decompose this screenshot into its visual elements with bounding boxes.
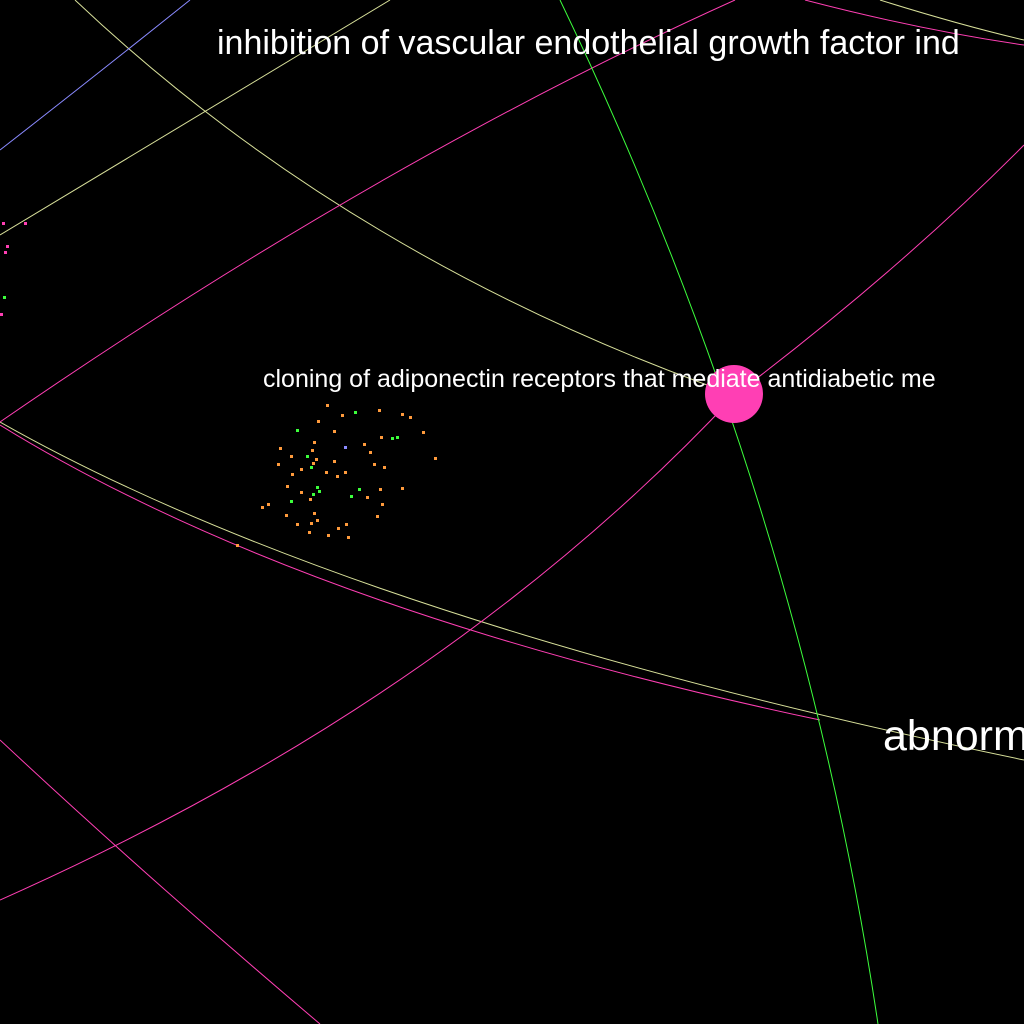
node-dot: [309, 498, 312, 501]
node-dot: [350, 495, 353, 498]
node-dot: [369, 451, 372, 454]
node-dot: [409, 416, 412, 419]
node-dot: [277, 463, 280, 466]
node-dot: [0, 313, 3, 316]
node-dot: [2, 222, 5, 225]
node-dot: [4, 251, 7, 254]
edge: [74, 0, 736, 396]
edge: [0, 739, 321, 1024]
node-dot: [286, 485, 289, 488]
edge: [0, 394, 736, 901]
node-dot: [290, 500, 293, 503]
node-dot: [341, 414, 344, 417]
node-dot: [378, 409, 381, 412]
node-dot: [24, 222, 27, 225]
node-dot: [373, 463, 376, 466]
node-dot: [379, 488, 382, 491]
node-dot: [300, 468, 303, 471]
node-dot: [434, 457, 437, 460]
node-dot: [396, 436, 399, 439]
node-dot: [380, 436, 383, 439]
node-dot: [333, 430, 336, 433]
node-dot: [345, 523, 348, 526]
node-dot: [391, 437, 394, 440]
node-dot: [354, 411, 357, 414]
edge: [0, 0, 191, 151]
node-dot: [316, 486, 319, 489]
node-dot: [312, 493, 315, 496]
node-dot: [310, 466, 313, 469]
node-dot: [381, 503, 384, 506]
node-label-top[interactable]: inhibition of vascular endothelial growt…: [217, 24, 960, 62]
edge: [0, 424, 821, 721]
node-dot: [376, 515, 379, 518]
node-dot: [336, 475, 339, 478]
node-label-bottom[interactable]: abnorm: [883, 712, 1024, 760]
node-dot: [291, 473, 294, 476]
node-dot: [300, 491, 303, 494]
node-dot: [306, 455, 309, 458]
node-dot: [325, 471, 328, 474]
node-dot: [337, 527, 340, 530]
edge: [559, 0, 879, 1024]
edge: [879, 0, 1024, 41]
node-dot: [317, 420, 320, 423]
node-dot: [326, 404, 329, 407]
node-dot: [310, 522, 313, 525]
focus-node[interactable]: [705, 365, 763, 423]
node-dot: [316, 519, 319, 522]
node-dot: [401, 487, 404, 490]
node-dot: [315, 458, 318, 461]
node-dot: [312, 462, 315, 465]
node-dot: [347, 536, 350, 539]
node-dot: [6, 245, 9, 248]
node-dot: [363, 443, 366, 446]
node-dot: [267, 503, 270, 506]
node-dot: [422, 431, 425, 434]
edge: [0, 0, 391, 236]
edge: [734, 144, 1024, 396]
node-dot: [236, 544, 239, 547]
node-dot: [333, 460, 336, 463]
node-dot: [344, 471, 347, 474]
node-dot: [358, 488, 361, 491]
node-dot: [327, 534, 330, 537]
node-dot: [285, 514, 288, 517]
node-dot: [290, 455, 293, 458]
node-dot: [279, 447, 282, 450]
node-dot: [366, 496, 369, 499]
node-label-middle[interactable]: cloning of adiponectin receptors that me…: [263, 365, 936, 393]
edge: [804, 0, 1024, 46]
node-dot: [308, 531, 311, 534]
node-dot: [313, 512, 316, 515]
node-dot: [383, 466, 386, 469]
node-dot: [261, 506, 264, 509]
edge: [0, 0, 736, 423]
node-dot: [3, 296, 6, 299]
node-dot: [313, 441, 316, 444]
node-dot: [296, 429, 299, 432]
node-dot: [296, 523, 299, 526]
node-dot: [318, 490, 321, 493]
node-dot: [401, 413, 404, 416]
node-dot: [344, 446, 347, 449]
node-dot: [311, 449, 314, 452]
edge: [0, 421, 1024, 761]
node-cluster: [236, 404, 437, 547]
